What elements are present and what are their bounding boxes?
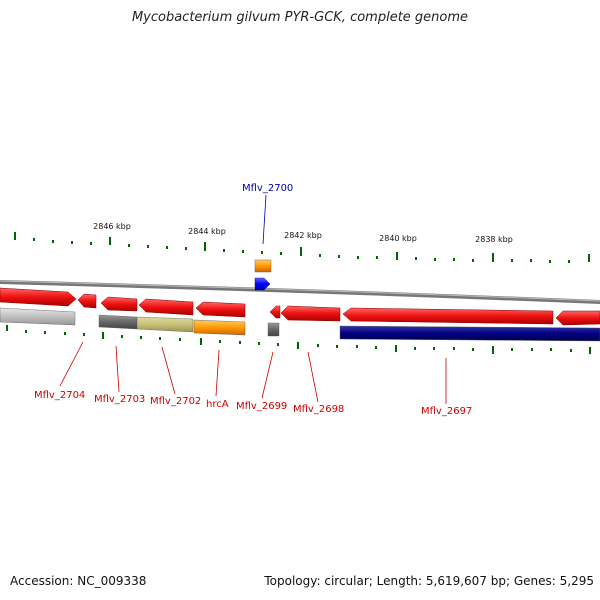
gene-block[interactable] xyxy=(0,307,76,326)
gene-arrow[interactable] xyxy=(280,305,341,322)
gene-block[interactable] xyxy=(193,319,246,336)
reverse-cds-row xyxy=(0,287,600,326)
scale-ticks-inner xyxy=(6,325,591,354)
scale-label: 2840 kbp xyxy=(379,234,417,243)
label-leaders xyxy=(59,194,447,404)
gene-block[interactable] xyxy=(136,316,194,333)
gene-arrow-mflv-2700[interactable] xyxy=(254,277,271,291)
gene-arrow[interactable] xyxy=(195,301,246,318)
diagram-title: Mycobacterium gilvum PYR-GCK, complete g… xyxy=(131,10,469,25)
genome-backbone xyxy=(0,280,600,304)
gene-label: Mflv_2699 xyxy=(236,401,287,412)
gene-arrow[interactable] xyxy=(77,293,97,309)
accession-text: Accession: NC_009338 xyxy=(10,574,147,588)
gene-label: Mflv_2702 xyxy=(150,396,201,407)
scale-label: 2844 kbp xyxy=(188,227,226,236)
gene-arrow[interactable] xyxy=(0,287,77,307)
gene-arrow[interactable] xyxy=(555,310,600,326)
gene-block[interactable] xyxy=(339,325,600,342)
scale-label: 2838 kbp xyxy=(475,235,513,244)
gene-block[interactable] xyxy=(267,322,280,337)
gene-block[interactable] xyxy=(98,314,138,330)
gene-block-mflv-2700-orange[interactable] xyxy=(254,259,272,273)
cog-row xyxy=(0,307,600,342)
gene-arrow[interactable] xyxy=(342,307,554,325)
gene-label: Mflv_2700 xyxy=(242,183,293,194)
gene-label: Mflv_2704 xyxy=(34,390,85,401)
gene-arrow[interactable] xyxy=(269,305,281,319)
gene-label: Mflv_2703 xyxy=(94,394,145,405)
gene-arrow[interactable] xyxy=(100,296,138,312)
gene-label: hrcA xyxy=(206,399,229,410)
topology-text: Topology: circular; Length: 5,619,607 bp… xyxy=(264,574,594,588)
scale-label: 2842 kbp xyxy=(284,231,322,240)
scale-ticks xyxy=(14,232,590,263)
gene-label: Mflv_2698 xyxy=(293,404,344,415)
gene-label: Mflv_2697 xyxy=(421,406,472,417)
gene-arrow[interactable] xyxy=(138,298,194,316)
scale-label: 2846 kbp xyxy=(93,222,131,231)
